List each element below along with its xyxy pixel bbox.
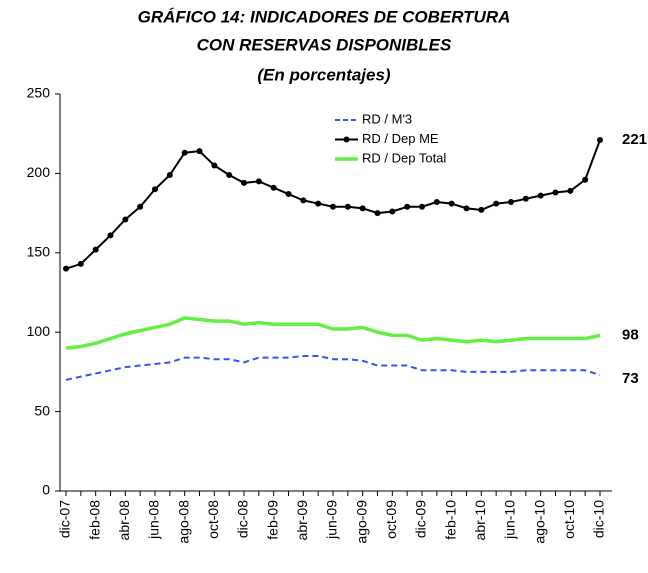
point: [196, 148, 203, 155]
x-tick-label: dic-09: [413, 500, 429, 538]
point: [270, 184, 277, 191]
x-tick-label: oct-09: [383, 500, 399, 539]
y-tick-label: 0: [42, 482, 50, 498]
y-tick-label: 50: [34, 402, 50, 418]
legend-label: RD / Dep Total: [362, 150, 446, 165]
x-tick-label: ago-10: [531, 500, 547, 544]
point: [359, 205, 366, 212]
y-tick-label: 150: [27, 244, 51, 260]
x-tick-label: dic-08: [235, 500, 251, 538]
series-line: [65, 355, 601, 381]
y-tick-label: 200: [27, 164, 51, 180]
x-tick-label: oct-10: [561, 500, 577, 539]
end-label: 73: [622, 370, 639, 387]
point: [122, 216, 129, 223]
point: [433, 198, 440, 205]
point: [344, 203, 351, 210]
point: [448, 200, 455, 207]
point: [508, 198, 514, 205]
end-label: 221: [622, 131, 647, 148]
x-tick-label: dic-10: [591, 500, 607, 538]
chart-subtitle: (En porcentajes): [257, 65, 391, 84]
point: [374, 210, 381, 217]
point: [255, 178, 262, 185]
legend-label: RD / Dep ME: [362, 131, 439, 146]
point: [522, 195, 529, 202]
x-tick-label: jun-09: [324, 500, 340, 540]
point: [107, 232, 114, 239]
x-tick-label: ago-08: [175, 500, 191, 544]
x-tick-label: abr-10: [472, 500, 488, 541]
point: [241, 179, 247, 186]
x-tick-label: feb-10: [442, 500, 458, 540]
point: [537, 192, 544, 199]
point: [285, 191, 292, 198]
x-tick-label: abr-09: [294, 500, 310, 541]
point: [181, 149, 188, 156]
point: [597, 137, 603, 144]
x-tick-label: abr-08: [116, 500, 132, 541]
point: [389, 208, 396, 215]
point: [63, 265, 69, 272]
point: [582, 176, 589, 183]
point: [404, 203, 411, 210]
point: [330, 203, 336, 210]
point: [567, 187, 574, 194]
series-line: [65, 316, 601, 350]
end-label: 98: [622, 326, 639, 343]
x-tick-label: feb-09: [264, 500, 280, 540]
x-tick-label: ago-09: [353, 500, 369, 544]
y-tick-label: 250: [27, 85, 51, 101]
point: [315, 200, 322, 207]
point: [463, 205, 470, 212]
chart-title: CON RESERVAS DISPONIBLES: [197, 35, 452, 54]
point: [77, 260, 84, 267]
legend-label: RD / M'3: [362, 111, 412, 126]
point: [152, 186, 158, 193]
x-tick-label: feb-08: [86, 500, 102, 540]
point: [419, 203, 425, 210]
point: [300, 197, 307, 204]
point: [137, 203, 144, 210]
chart-title: GRÁFICO 14: INDICADORES DE COBERTURA: [138, 7, 511, 26]
y-tick-label: 100: [27, 323, 51, 339]
legend-marker: [343, 136, 350, 143]
x-tick-label: jun-08: [146, 500, 162, 540]
point: [493, 200, 500, 207]
point: [92, 246, 99, 253]
point: [552, 189, 559, 196]
point: [211, 162, 218, 169]
x-tick-label: oct-08: [205, 500, 221, 539]
point: [226, 171, 233, 178]
point: [478, 206, 485, 213]
point: [166, 171, 173, 178]
x-tick-label: dic-07: [57, 500, 73, 538]
x-tick-label: jun-10: [502, 500, 518, 540]
